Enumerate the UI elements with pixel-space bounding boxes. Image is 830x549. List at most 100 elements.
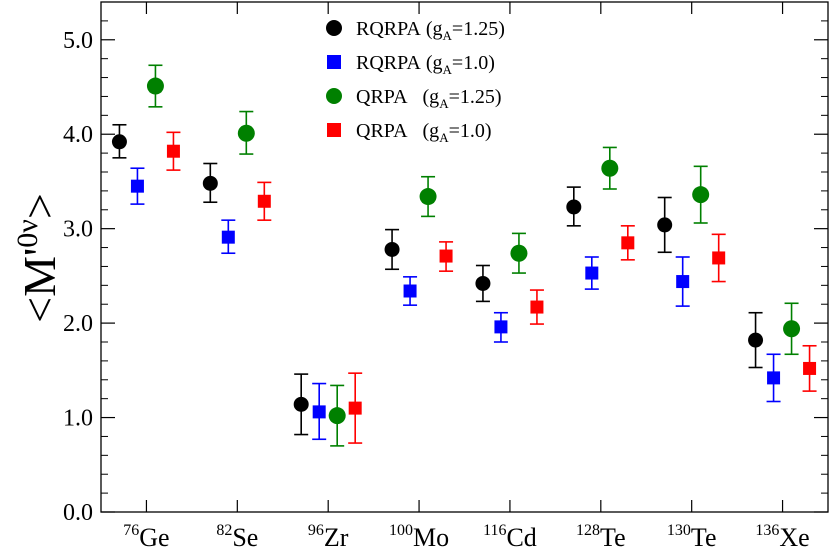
x-tick-label-mass: 76	[123, 522, 139, 539]
legend-ga-equals: =	[452, 18, 463, 40]
chart-legend: RQRPA (gA=1.25)RQRPA (gA=1.0)QRPA (gA=1.…	[326, 18, 505, 145]
y-axis-label: <M'0ν>	[11, 193, 65, 323]
data-point	[475, 275, 491, 291]
legend-marker	[327, 55, 341, 69]
y-tick-label: 0.0	[63, 500, 93, 526]
y-tick-label: 2.0	[63, 311, 93, 337]
x-tick-label: 136Xe	[755, 522, 809, 549]
data-point	[803, 361, 817, 375]
legend-ga-prefix: (g	[421, 52, 443, 74]
x-tick-label-element: Te	[600, 523, 626, 549]
x-tick-label: 130Te	[667, 522, 717, 549]
legend-ga-prefix: (g	[408, 120, 440, 142]
data-point	[202, 175, 218, 191]
y-tick-label: 5.0	[63, 28, 93, 54]
series-rqrpa-ga-1_25	[111, 123, 764, 436]
data-point	[439, 249, 453, 263]
y-tick-label: 3.0	[63, 217, 93, 243]
data-point	[510, 244, 528, 262]
legend-label: QRPA (gA=1.0)	[356, 120, 492, 145]
data-point	[530, 300, 544, 314]
legend-label: RQRPA (gA=1.0)	[356, 52, 495, 77]
legend-ga-value: 1.0	[460, 120, 485, 142]
y-axis: 0.0 1.0 2.0 3.0 4.0 5.0	[63, 20, 828, 526]
legend-ga-equals: =	[452, 52, 463, 74]
legend-ga-equals: =	[449, 86, 460, 108]
data-point	[403, 284, 417, 298]
series-rqrpa-ga-1_0	[130, 167, 781, 441]
data-point	[585, 266, 599, 280]
legend-ga-equals: =	[449, 120, 460, 142]
x-tick-label-element: Zr	[324, 523, 349, 549]
x-tick-label-mass: 130	[667, 522, 691, 539]
x-tick-label-mass: 116	[483, 522, 506, 539]
legend-ga-value: 1.0	[463, 52, 488, 74]
legend-ga-value: 1.25	[460, 86, 495, 108]
chart-data-marks	[111, 64, 817, 447]
legend-ga-close: )	[498, 18, 505, 40]
legend-ga-close: )	[495, 86, 502, 108]
legend-ga-subscript: A	[439, 130, 449, 145]
data-point	[293, 396, 309, 412]
legend-ga-subscript: A	[443, 62, 453, 77]
legend-method: QRPA	[356, 86, 408, 108]
data-point	[111, 134, 127, 150]
x-tick-label-element: Xe	[779, 523, 809, 549]
legend-method: RQRPA	[356, 52, 421, 74]
data-point	[257, 194, 271, 208]
x-tick-label: 96Zr	[308, 522, 349, 549]
data-point	[748, 332, 764, 348]
x-tick-label-mass: 82	[216, 522, 232, 539]
series-qrpa-ga-1_0	[166, 131, 817, 444]
legend-label: RQRPA (gA=1.25)	[356, 18, 505, 43]
data-point	[237, 124, 255, 142]
legend-ga-close: )	[485, 120, 492, 142]
legend-method: QRPA	[356, 120, 408, 142]
x-tick-label: 82Se	[216, 522, 258, 549]
x-tick-label: 76Ge	[123, 522, 169, 549]
y-axis-label-close: >	[14, 193, 65, 219]
legend-label: QRPA (gA=1.25)	[356, 86, 502, 111]
data-point	[328, 407, 346, 425]
x-tick-label-element: Se	[232, 523, 258, 549]
plot-border	[100, 1, 829, 513]
data-point	[419, 188, 437, 206]
x-tick-label-element: Te	[691, 523, 717, 549]
legend-ga-prefix: (g	[421, 18, 443, 40]
y-axis-label-text: <M'0ν>	[11, 193, 65, 323]
data-point	[312, 405, 326, 419]
y-tick-label: 4.0	[63, 122, 93, 148]
data-point	[348, 401, 362, 415]
x-tick-label-mass: 100	[389, 522, 413, 539]
x-tick-label-mass: 128	[576, 522, 600, 539]
series-qrpa-ga-1_25	[146, 64, 801, 447]
x-axis: 76Ge 82Se 96Zr 100Mo 116Cd 128Te 130Te 136Xe	[123, 2, 810, 549]
data-point	[767, 371, 781, 385]
legend-entry: RQRPA (gA=1.0)	[327, 52, 495, 77]
data-point	[130, 179, 144, 193]
data-point	[601, 159, 619, 177]
legend-entry: QRPA (gA=1.0)	[327, 120, 492, 145]
x-tick-label-element: Ge	[139, 523, 169, 549]
x-tick-label: 116Cd	[483, 522, 537, 549]
data-point	[657, 217, 673, 233]
data-point	[384, 241, 400, 257]
legend-ga-subscript: A	[439, 96, 449, 111]
x-tick-label-element: Cd	[506, 523, 536, 549]
data-point	[676, 275, 690, 289]
data-point	[146, 77, 164, 95]
y-axis-label-main: <M'	[14, 248, 65, 323]
legend-ga-close: )	[488, 52, 495, 74]
legend-entry: RQRPA (gA=1.25)	[326, 18, 505, 43]
data-point	[621, 236, 635, 250]
x-tick-label-mass: 136	[755, 522, 779, 539]
legend-ga-value: 1.25	[463, 18, 498, 40]
y-axis-title: <M'0ν>	[11, 193, 65, 323]
x-tick-label: 100Mo	[389, 522, 449, 549]
data-point	[166, 144, 180, 158]
data-point	[221, 230, 235, 244]
x-tick-label: 128Te	[576, 522, 626, 549]
legend-ga-prefix: (g	[408, 86, 440, 108]
data-point	[783, 320, 801, 338]
legend-ga-subscript: A	[443, 28, 453, 43]
